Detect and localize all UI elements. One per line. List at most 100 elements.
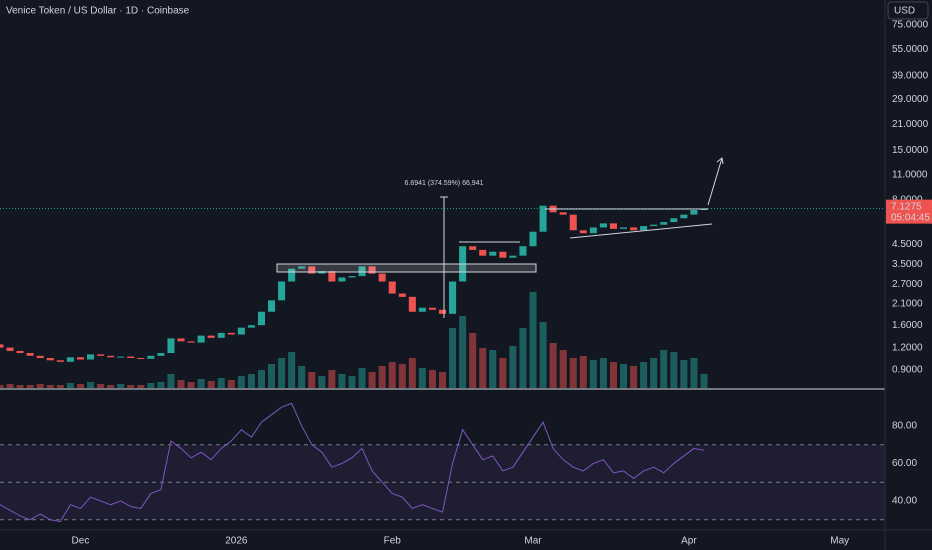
- volume-bar: [539, 322, 547, 388]
- candle: [137, 358, 145, 360]
- projection-arrow: [707, 157, 723, 206]
- volume-bar: [247, 374, 255, 388]
- candle: [167, 338, 175, 353]
- candle: [157, 352, 165, 356]
- volume-bar: [418, 368, 426, 388]
- volume-bar: [599, 358, 607, 388]
- volume-bar: [318, 376, 326, 388]
- y-tick-label: 2.1000: [892, 299, 923, 310]
- x-tick-label: Feb: [384, 536, 402, 547]
- candle: [529, 231, 537, 247]
- volume-bar: [46, 385, 54, 388]
- candle: [640, 226, 648, 231]
- candle: [86, 354, 95, 360]
- volume-bar: [137, 385, 145, 388]
- volume-bar: [127, 385, 135, 388]
- candle: [599, 223, 607, 228]
- candle: [217, 332, 225, 338]
- volume-bar: [56, 385, 64, 388]
- volume-bar: [630, 366, 638, 388]
- volume-bar: [358, 368, 366, 388]
- candle: [46, 358, 54, 361]
- volume-bar: [147, 383, 155, 388]
- candle: [428, 307, 436, 310]
- volume-bar: [107, 385, 115, 388]
- volume-bar: [438, 372, 447, 388]
- volume-bar: [298, 366, 306, 388]
- volume-bar: [217, 378, 225, 388]
- currency-box[interactable]: [887, 1, 929, 20]
- y-tick-label: 1.6000: [892, 320, 923, 331]
- range-box: [276, 263, 537, 273]
- volume-bar: [589, 360, 597, 388]
- candle: [247, 325, 255, 328]
- volume-bar: [489, 350, 497, 388]
- candle: [589, 227, 597, 234]
- volume-bar: [197, 379, 205, 388]
- volume-bar: [257, 370, 265, 388]
- last-price: 7.1275: [891, 201, 922, 212]
- candle: [408, 296, 416, 312]
- candle: [0, 344, 4, 348]
- volume-bar: [579, 356, 587, 388]
- rsi-tick-label: 80.00: [892, 421, 917, 432]
- volume-bar: [378, 366, 386, 388]
- candle: [348, 276, 356, 278]
- volume-bar: [650, 358, 658, 388]
- candle: [227, 332, 235, 335]
- volume-bar: [308, 372, 316, 388]
- candle: [278, 281, 286, 301]
- candle: [630, 227, 638, 231]
- y-tick-label: 11.0000: [892, 169, 928, 180]
- candle: [147, 355, 155, 359]
- y-tick-label: 15.0000: [892, 145, 929, 156]
- volume-bar: [6, 384, 14, 388]
- candle: [298, 266, 306, 269]
- volume-bar: [690, 358, 698, 388]
- volume-bar: [338, 374, 346, 388]
- x-tick-label: Apr: [681, 536, 697, 547]
- volume-bar: [0, 385, 4, 388]
- candle: [16, 350, 24, 353]
- candle: [499, 251, 507, 258]
- candle: [368, 266, 376, 274]
- candle: [6, 347, 14, 351]
- candle: [469, 246, 477, 250]
- candle: [207, 335, 215, 338]
- volume-bar: [288, 352, 296, 388]
- candle: [620, 227, 628, 229]
- currency: USD: [894, 6, 915, 17]
- candle: [127, 356, 135, 359]
- volume-bar: [86, 382, 95, 388]
- volume-bar: [187, 382, 195, 388]
- y-tick-label: 29.0000: [892, 94, 929, 105]
- volume-bar: [368, 372, 376, 388]
- candle: [569, 214, 577, 231]
- y-tick-label: 0.9000: [892, 365, 923, 376]
- volume-bar: [177, 380, 185, 388]
- candle: [56, 360, 64, 362]
- candle: [76, 357, 84, 360]
- candle: [257, 311, 265, 326]
- volume-bar: [459, 316, 467, 388]
- volume-bar: [660, 350, 668, 388]
- candle: [117, 356, 125, 358]
- candle: [559, 212, 567, 215]
- volume-bar: [700, 374, 708, 388]
- candle: [66, 357, 74, 362]
- volume-bar: [16, 385, 24, 388]
- candle: [479, 249, 487, 256]
- volume-bar: [670, 352, 678, 388]
- volume-bar: [640, 362, 648, 388]
- candle: [670, 218, 678, 223]
- x-tick-label: May: [830, 536, 849, 547]
- candle: [509, 255, 517, 258]
- y-tick-label: 55.0000: [892, 44, 929, 55]
- candle: [36, 355, 44, 359]
- y-tick-label: 1.2000: [892, 342, 923, 353]
- candle: [398, 293, 406, 297]
- candle: [388, 281, 396, 294]
- chart-title: Venice Token / US Dollar · 1D · Coinbase: [6, 6, 190, 17]
- rsi-tick-label: 40.00: [892, 496, 917, 507]
